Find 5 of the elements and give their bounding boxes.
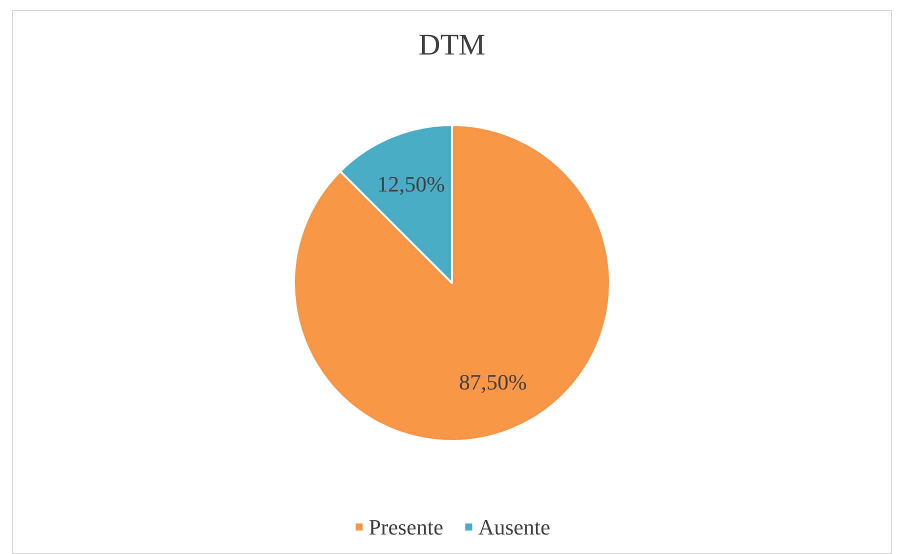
legend-label: Presente [368,514,444,540]
chart-title: DTM [418,28,486,62]
data-label: 87,50% [459,369,527,394]
legend-label: Ausente [478,514,550,540]
data-label: 12,50% [377,172,445,197]
